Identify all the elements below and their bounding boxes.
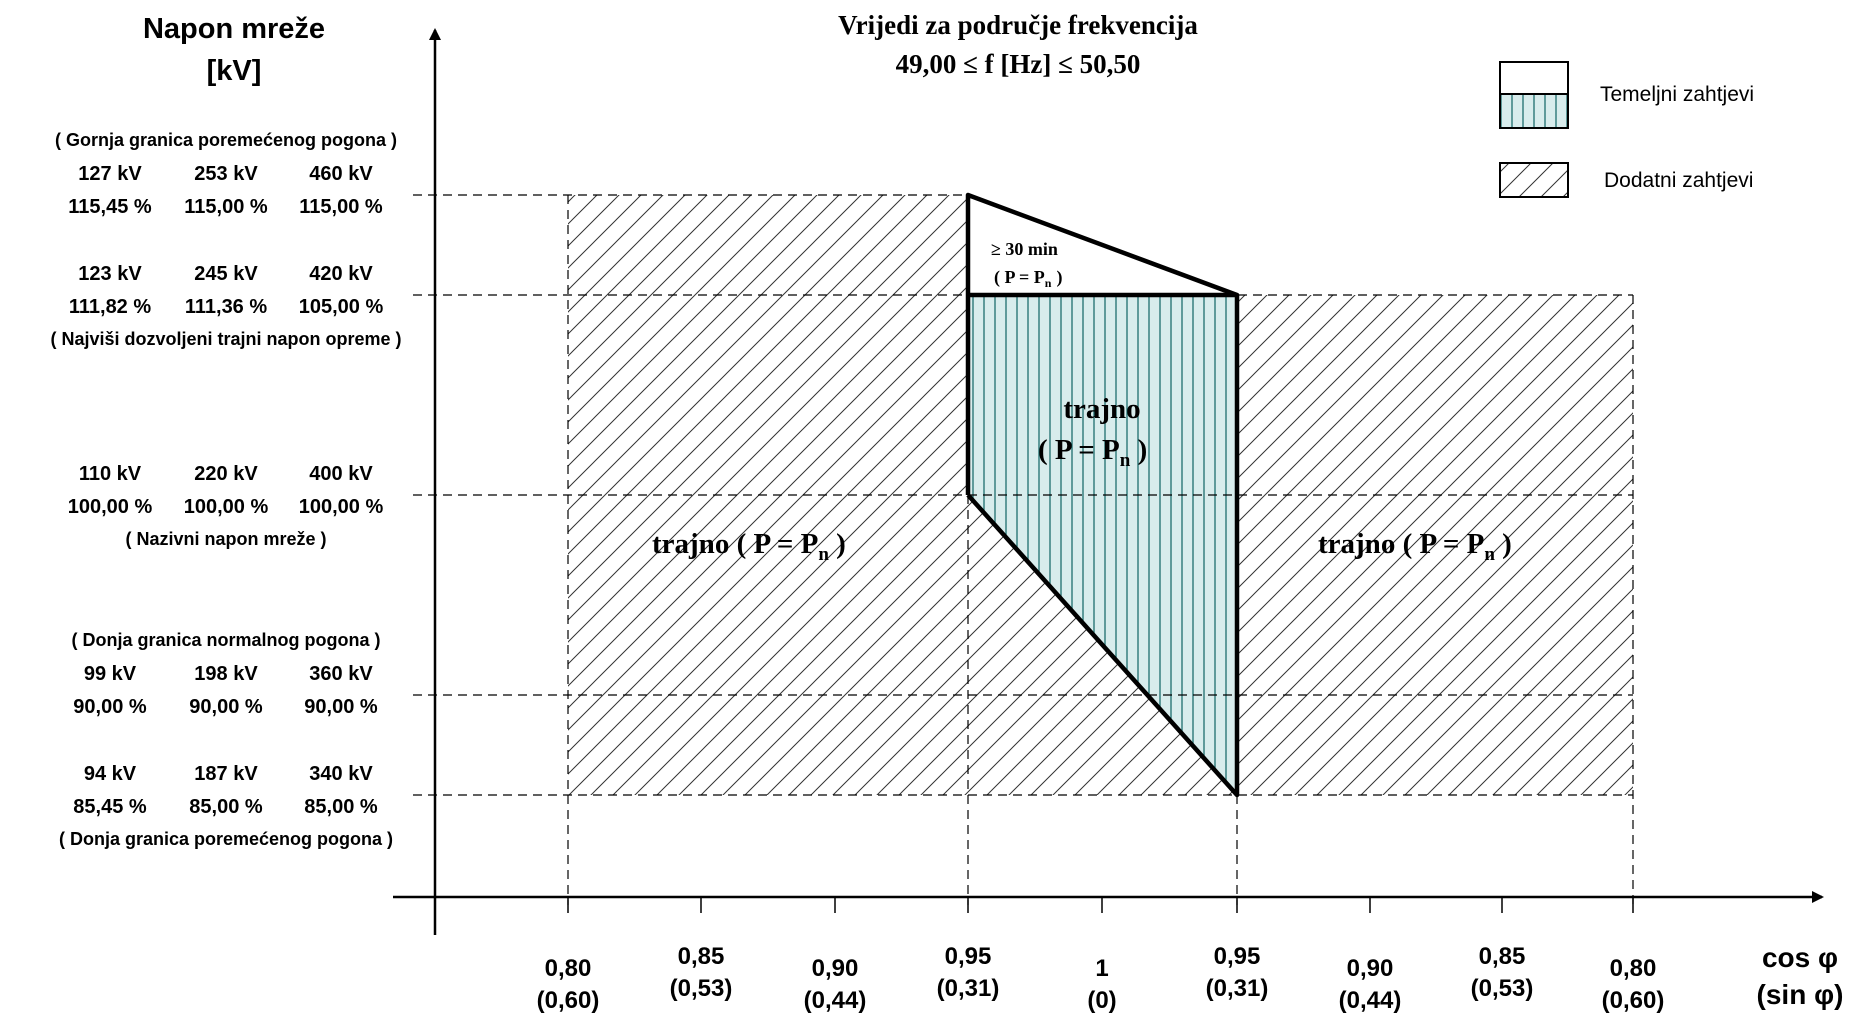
- y-label-kv: 123 kV: [78, 263, 142, 285]
- y-label-note: ( Gornja granica poremećenog pogona ): [55, 130, 397, 150]
- y-label-kv: 245 kV: [194, 263, 258, 285]
- legend: Temeljni zahtjevi Dodatni zahtjevi: [1499, 61, 1754, 198]
- x-tick-label-cos: 0,95: [1214, 943, 1261, 970]
- x-tick-label-cos: 0,80: [1610, 955, 1657, 982]
- y-axis-labels: 127 kV 253 kV 460 kV 115,45 % 115,00 % 115,00…: [50, 130, 401, 849]
- y-label-kv: 400 kV: [309, 463, 373, 485]
- x-tick-label-sin: (0,53): [1471, 975, 1534, 1002]
- x-axis-title-line-1: cos φ: [1762, 942, 1838, 973]
- x-tick-label-sin: (0,44): [804, 987, 867, 1014]
- x-tick-label-sin: (0,44): [1339, 987, 1402, 1014]
- top-region-label-line-2: ( P = Pn): [994, 267, 1062, 290]
- legend-additional-swatch: [1499, 162, 1569, 198]
- x-axis-title-line-2: (sin φ): [1757, 979, 1844, 1010]
- y-label-kv: 460 kV: [309, 163, 373, 185]
- y-label-percent: 85,00 %: [304, 796, 378, 818]
- y-label-percent: 105,00 %: [299, 296, 384, 318]
- y-label-kv: 220 kV: [194, 463, 258, 485]
- x-tick-label-sin: (0,60): [537, 987, 600, 1014]
- y-label-note: ( Nazivni napon mreže ): [125, 529, 326, 549]
- x-axis-ticks: 0,80 (0,60) 0,85 (0,53) 0,90 (0,44) 0,95 (0,31)…: [537, 897, 1665, 1014]
- x-tick-label-sin: (0,31): [1206, 975, 1269, 1002]
- y-axis-title-line-1: Napon mreže: [143, 13, 325, 45]
- y-label-percent: 100,00 %: [184, 496, 269, 518]
- y-axis-title-line-2: [kV]: [207, 55, 262, 87]
- center-region-label-line-2: ( P = Pn ): [1038, 434, 1147, 471]
- x-tick-label-sin: (0,31): [937, 975, 1000, 1002]
- x-tick-label-cos: 1: [1095, 955, 1108, 982]
- left-additional-region: [568, 195, 1237, 795]
- x-tick-label-cos: 0,80: [545, 955, 592, 982]
- y-label-percent: 90,00 %: [189, 696, 263, 718]
- y-label-kv: 94 kV: [84, 763, 137, 785]
- right-region-label: trajno ( P = Pn ): [1318, 528, 1512, 565]
- title-line-1: Vrijedi za područje frekvencija: [838, 10, 1198, 40]
- legend-basic-swatch: [1499, 93, 1569, 129]
- y-label-percent: 111,82 %: [69, 296, 152, 318]
- y-label-kv: 198 kV: [194, 663, 258, 685]
- center-region-label-line-1: trajno: [1063, 393, 1140, 425]
- title-line-2: 49,00 ≤ f [Hz] ≤ 50,50: [896, 49, 1141, 79]
- x-tick-label-cos: 0,90: [1347, 955, 1394, 982]
- x-tick-label-sin: (0,60): [1602, 987, 1665, 1014]
- legend-basic-label: Temeljni zahtjevi: [1600, 83, 1754, 106]
- y-label-kv: 420 kV: [309, 263, 373, 285]
- y-label-kv: 110 kV: [79, 463, 142, 485]
- y-label-percent: 85,45 %: [73, 796, 147, 818]
- y-label-percent: 115,00 %: [184, 196, 268, 218]
- basic-region-outline: [965, 192, 1240, 798]
- x-tick-label-sin: (0): [1087, 987, 1116, 1014]
- y-label-percent: 115,00 %: [299, 196, 383, 218]
- y-label-percent: 90,00 %: [304, 696, 378, 718]
- x-tick-label-sin: (0,53): [670, 975, 733, 1002]
- y-label-note: ( Najviši dozvoljeni trajni napon opreme…: [50, 329, 401, 349]
- y-label-kv: 127 kV: [78, 163, 142, 185]
- basic-requirement-region: [968, 295, 1237, 795]
- right-additional-region: [1237, 295, 1633, 795]
- y-label-percent: 111,36 %: [185, 296, 268, 318]
- y-label-percent: 90,00 %: [73, 696, 147, 718]
- y-label-percent: 100,00 %: [68, 496, 153, 518]
- y-label-kv: 360 kV: [309, 663, 373, 685]
- y-label-percent: 85,00 %: [189, 796, 263, 818]
- y-label-kv: 340 kV: [309, 763, 373, 785]
- horizontal-reference-lines: [413, 194, 1633, 796]
- y-label-note: ( Donja granica poremećenog pogona ): [59, 829, 393, 849]
- x-tick-label-cos: 0,90: [812, 955, 859, 982]
- legend-additional-label: Dodatni zahtjevi: [1604, 169, 1753, 192]
- left-region-label: trajno ( P = Pn ): [652, 528, 846, 565]
- vertical-reference-lines: [567, 195, 1634, 905]
- y-label-percent: 115,45 %: [68, 196, 152, 218]
- x-tick-label-cos: 0,95: [945, 943, 992, 970]
- y-label-kv: 253 kV: [194, 163, 258, 185]
- x-tick-label-cos: 0,85: [1479, 943, 1526, 970]
- y-label-note: ( Donja granica normalnog pogona ): [71, 630, 380, 650]
- y-label-kv: 99 kV: [84, 663, 137, 685]
- legend-basic-swatch-top: [1499, 61, 1569, 95]
- y-label-kv: 187 kV: [194, 763, 258, 785]
- x-tick-label-cos: 0,85: [678, 943, 725, 970]
- top-region-label-line-1: ≥ 30 min: [991, 239, 1058, 259]
- y-label-percent: 100,00 %: [299, 496, 384, 518]
